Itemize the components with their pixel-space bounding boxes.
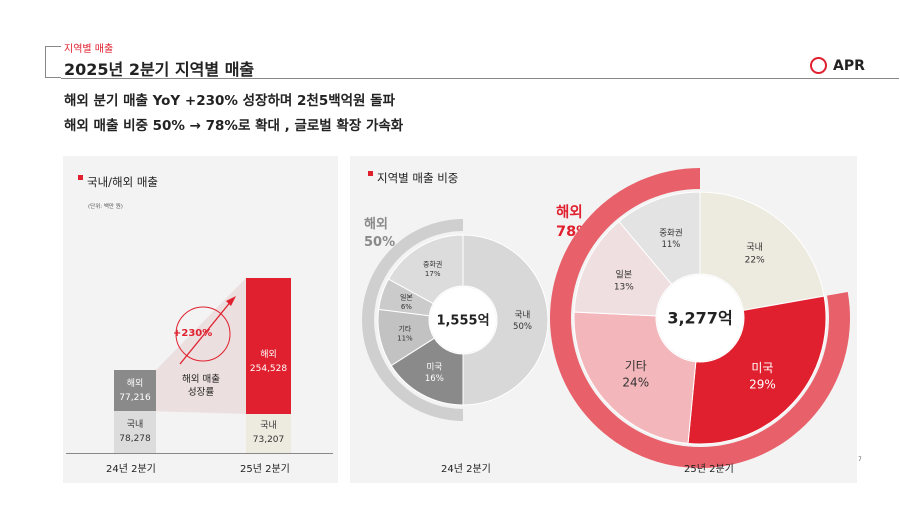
- growth-arrow-line: [179, 299, 233, 365]
- brand-logo: APR: [810, 57, 865, 74]
- donut-total: 3,277억: [667, 309, 732, 328]
- section-label: 지역별 매출: [64, 44, 114, 55]
- slice-value: 6%: [401, 303, 412, 311]
- x-tick-label: 24년 2분기: [106, 464, 156, 475]
- page-title: 2025년 2분기 지역별 매출: [64, 60, 255, 79]
- donut-center: [657, 275, 743, 361]
- headline-1: 해외 분기 매출 YoY +230% 성장하며 2천5백억원 돌파: [64, 93, 396, 109]
- share-panel-title: 지역별 매출 비중: [368, 170, 458, 186]
- slice-value: 50%: [513, 322, 532, 332]
- bar-24-overseas: 해외 77,216: [114, 369, 156, 412]
- slice-value: 13%: [614, 283, 634, 293]
- slice-value: 22%: [745, 255, 765, 265]
- donut-slice-미국: [687, 295, 827, 445]
- donut-slice-중화권: [387, 234, 464, 305]
- growth-arrow-icon: [226, 296, 236, 306]
- slice-value: 16%: [425, 374, 444, 384]
- header-divider: [61, 78, 899, 79]
- bar-label: 국내: [260, 421, 277, 432]
- slice-label: 국내: [746, 242, 763, 253]
- donut-slice-국내: [462, 234, 549, 406]
- q24-overseas-value: 50%: [364, 235, 396, 250]
- bar-value: 78,278: [119, 434, 151, 445]
- growth-circle: [175, 306, 231, 362]
- donut-slice-국내: [699, 191, 825, 311]
- q25-overseas-label: 해외: [556, 205, 583, 221]
- donut-slice-일본: [573, 220, 673, 317]
- slice-value: 11%: [397, 334, 413, 342]
- slice-label: 기타: [625, 359, 647, 373]
- red-square-icon: [78, 175, 83, 180]
- growth-label-line1: 해외 매출: [182, 374, 220, 385]
- slice-value: 29%: [749, 377, 776, 391]
- donut-slice-중화권: [618, 191, 701, 285]
- slice-label: 중화권: [423, 261, 442, 269]
- x-tick-label: 25년 2분기: [684, 464, 734, 475]
- bar-label: 국내: [126, 420, 144, 431]
- q24-overseas-share: 해외 50%: [364, 216, 395, 252]
- bar-label: 해외: [126, 378, 144, 389]
- share-panel-title-text: 지역별 매출 비중: [377, 171, 459, 185]
- growth-label: 해외 매출 성장률: [182, 373, 220, 399]
- bar-24-domestic: 국내 78,278: [114, 411, 156, 453]
- bar-value: 254,528: [249, 364, 288, 374]
- title-bracket: [45, 46, 61, 78]
- slice-label: 일본: [616, 270, 633, 281]
- logo-ring-icon: [810, 57, 827, 74]
- slice-label: 미국: [427, 363, 443, 373]
- growth-label-line2: 성장률: [187, 387, 215, 398]
- slice-label: 국내: [515, 310, 531, 320]
- slice-value: 17%: [425, 270, 441, 278]
- x-tick-label: 24년 2분기: [441, 464, 491, 475]
- slice-label: 기타: [398, 324, 411, 333]
- bar-label: 해외: [260, 350, 277, 360]
- growth-badge: +230%: [173, 328, 213, 339]
- growth-band: [156, 278, 246, 414]
- brand-name: APR: [833, 57, 865, 74]
- bar-value: 77,216: [119, 392, 151, 403]
- x-tick-label: 25년 2분기: [240, 464, 290, 475]
- x-axis-line: [66, 453, 333, 454]
- bar-25-domestic: 국내 73,207: [246, 413, 291, 453]
- bar-value: 73,207: [252, 435, 285, 446]
- revenue-panel-title-text: 국내/해외 매출: [87, 175, 159, 189]
- slice-value: 11%: [661, 240, 680, 250]
- headline-2: 해외 매출 비중 50% → 78%로 확대 , 글로벌 확장 가속화: [64, 118, 404, 134]
- revenue-panel-title: 국내/해외 매출: [78, 174, 158, 190]
- slice-label: 미국: [751, 361, 773, 375]
- donut-center: [430, 287, 496, 353]
- slice-value: 24%: [622, 375, 649, 389]
- bar-25-overseas: 해외 254,528: [246, 278, 291, 414]
- unit-label: (단위: 백만 원): [88, 204, 123, 210]
- q24-overseas-label: 해외: [364, 217, 388, 232]
- page-number: 7: [858, 456, 862, 463]
- overseas-ring: [361, 219, 463, 421]
- donut-slice-기타: [573, 311, 697, 444]
- slice-label: 일본: [400, 293, 413, 302]
- donut-total: 1,555억: [436, 314, 489, 329]
- slice-label: 중화권: [659, 228, 682, 239]
- revenue-panel: [63, 156, 338, 483]
- red-square-icon: [368, 171, 373, 176]
